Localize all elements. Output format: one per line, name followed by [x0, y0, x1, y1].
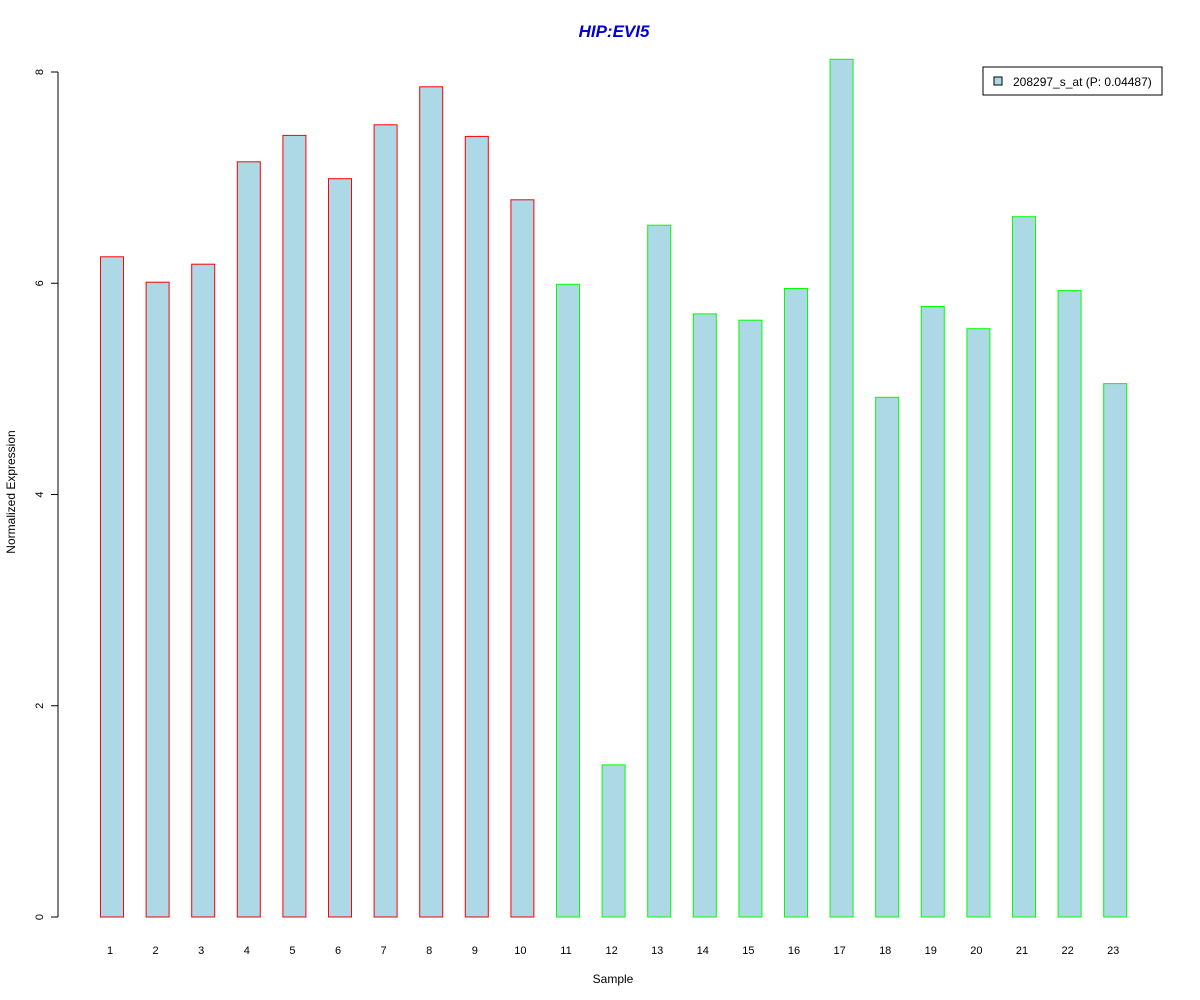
x-tick-label: 20: [970, 945, 982, 957]
bar-sample-13: [647, 224, 672, 918]
bar-sample-11: [556, 283, 580, 918]
bar-sample-15: [738, 319, 763, 918]
x-tick-label: 22: [1061, 945, 1073, 957]
y-axis-label: Normalized Expression: [4, 430, 18, 553]
x-tick-label: 18: [879, 945, 891, 957]
bar-sample-19: [920, 306, 945, 918]
y-tick-label: 8: [34, 69, 46, 75]
bar-sample-5: [282, 134, 307, 918]
x-tick-label: 17: [833, 945, 845, 957]
bar-sample-18: [875, 396, 900, 918]
bars: [100, 58, 1128, 918]
x-tick-label: 10: [514, 945, 526, 957]
x-tick-label: 21: [1016, 945, 1028, 957]
bar-sample-22: [1057, 290, 1082, 918]
x-tick-label: 23: [1107, 945, 1119, 957]
x-tick-labels: 1 2 3 4 5 6 7 8 9 10 11 12 13 14 15 16 17 18 19 20 21 22 23: [107, 945, 1119, 957]
bar-sample-14: [692, 313, 717, 918]
bar-sample-21: [1012, 216, 1036, 918]
bar-sample-20: [966, 328, 991, 918]
bar-sample-12: [601, 764, 626, 918]
legend: 208297_s_at (P: 0.04487): [982, 66, 1163, 96]
x-axis-label: Sample: [593, 972, 634, 986]
x-tick-label: 16: [788, 945, 800, 957]
x-tick-label: 5: [289, 945, 295, 957]
x-tick-label: 13: [651, 945, 663, 957]
y-tick-label: 0: [34, 914, 46, 920]
x-tick-label: 8: [426, 945, 432, 957]
chart-title: HIP:EVI5: [579, 22, 650, 41]
x-tick-label: 7: [381, 945, 387, 957]
y-tick-label: 6: [34, 280, 46, 286]
x-tick-label: 12: [605, 945, 617, 957]
y-tick-label: 2: [34, 703, 46, 709]
x-tick-label: 4: [244, 945, 250, 957]
legend-swatch: [993, 76, 1003, 86]
bar-sample-7: [373, 124, 398, 918]
bar-sample-6: [328, 178, 352, 918]
legend-box: [982, 66, 1163, 96]
bar-sample-16: [784, 288, 808, 918]
x-tick-label: 11: [560, 945, 571, 957]
legend-label: 208297_s_at (P: 0.04487): [1013, 75, 1152, 89]
bar-sample-1: [100, 256, 124, 918]
bar-sample-9: [464, 135, 489, 918]
bar-sample-8: [419, 86, 444, 918]
bar-sample-23: [1103, 383, 1128, 918]
bar-sample-3: [191, 263, 216, 918]
y-tick-label: 4: [34, 491, 46, 497]
x-tick-label: 6: [335, 945, 341, 957]
x-tick-label: 19: [925, 945, 937, 957]
x-tick-label: 15: [742, 945, 754, 957]
bar-sample-17: [829, 58, 854, 918]
y-axis: 0 2 4 6 8: [34, 69, 59, 920]
bar-sample-2: [145, 281, 170, 918]
x-tick-label: 1: [107, 945, 113, 957]
x-tick-label: 3: [198, 945, 204, 957]
x-tick-label: 9: [472, 945, 478, 957]
x-tick-label: 2: [153, 945, 159, 957]
bar-sample-10: [510, 199, 535, 918]
bar-sample-4: [236, 161, 261, 918]
x-tick-label: 14: [697, 945, 709, 957]
